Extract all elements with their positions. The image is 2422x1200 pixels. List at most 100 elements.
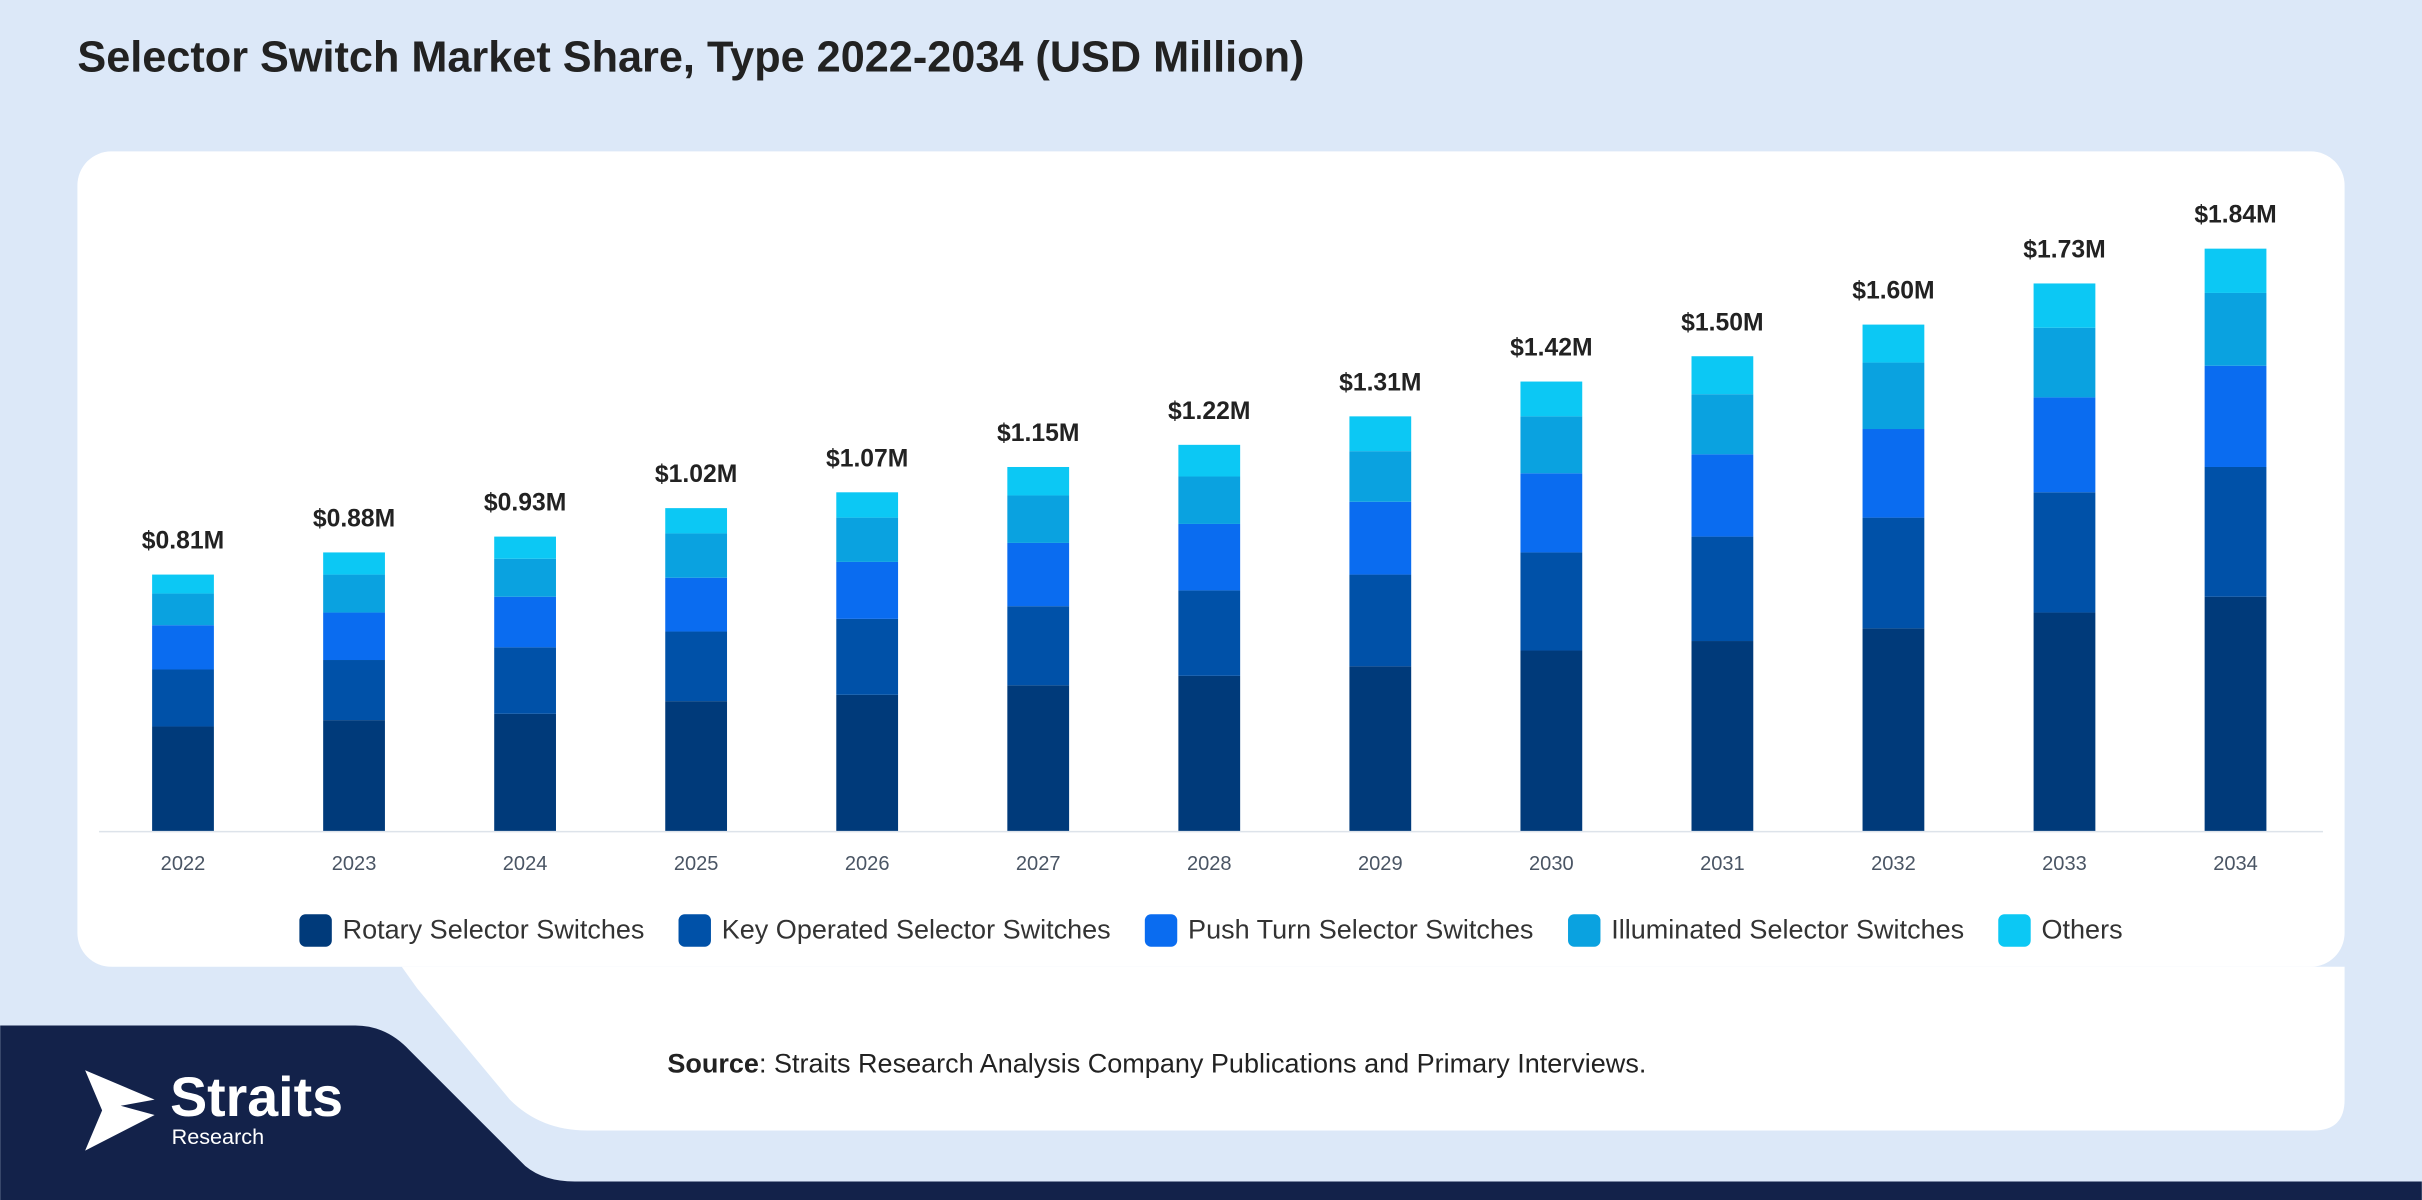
legend-label: Push Turn Selector Switches bbox=[1188, 914, 1533, 944]
total-label: $0.88M bbox=[313, 506, 395, 533]
x-tick-label: 2029 bbox=[1358, 853, 1403, 875]
x-tick-label: 2033 bbox=[2042, 853, 2087, 875]
x-tick-label: 2031 bbox=[1700, 853, 1745, 875]
bar-segment bbox=[1520, 416, 1583, 474]
bar-segment bbox=[2033, 283, 2096, 328]
source-card bbox=[401, 966, 2345, 1131]
logo-sub: Research bbox=[172, 1124, 264, 1149]
x-tick-label: 2028 bbox=[1187, 853, 1232, 875]
bar-segment bbox=[323, 660, 385, 721]
legend-label: Illuminated Selector Switches bbox=[1611, 914, 1964, 944]
bar-segment bbox=[1178, 590, 1241, 676]
source-text: : Straits Research Analysis Company Publ… bbox=[759, 1049, 1646, 1079]
bar-segment bbox=[1520, 552, 1583, 651]
logo-icon bbox=[85, 1070, 155, 1151]
bar-segment bbox=[1178, 523, 1241, 591]
bar-segment bbox=[323, 574, 385, 613]
source-note: Source: Straits Research Analysis Compan… bbox=[667, 1049, 1646, 1079]
bar-segment bbox=[1691, 356, 1754, 395]
bar-segment bbox=[152, 574, 214, 594]
bar-segment bbox=[836, 561, 899, 619]
bar-segment bbox=[323, 612, 385, 661]
total-label: $0.81M bbox=[142, 528, 224, 555]
x-tick-label: 2026 bbox=[845, 853, 890, 875]
bar-segment bbox=[836, 492, 899, 518]
bar-segment bbox=[1520, 650, 1583, 831]
legend-swatch bbox=[1998, 914, 2031, 947]
bar-segment bbox=[2033, 327, 2096, 398]
bar-segment bbox=[1178, 675, 1241, 831]
bar-segment bbox=[1007, 685, 1070, 831]
bar-segment bbox=[494, 647, 556, 714]
bar-segment bbox=[1691, 536, 1754, 642]
bar-segment bbox=[1349, 451, 1412, 502]
bar-segment bbox=[665, 533, 728, 578]
bar-segment bbox=[323, 552, 385, 575]
bar-segment bbox=[1349, 416, 1412, 452]
x-tick-label: 2022 bbox=[161, 853, 206, 875]
bar-segment bbox=[1178, 476, 1241, 524]
bar-segment bbox=[1520, 381, 1583, 417]
x-tick-label: 2025 bbox=[674, 853, 719, 875]
bar-segment bbox=[1691, 394, 1754, 455]
bar-segment bbox=[2204, 596, 2267, 831]
legend-label: Key Operated Selector Switches bbox=[722, 914, 1111, 944]
bar-segment bbox=[2204, 365, 2267, 467]
bar-segment bbox=[1520, 473, 1583, 553]
bar-segment bbox=[665, 508, 728, 534]
bar-segment bbox=[152, 593, 214, 626]
total-label: $0.93M bbox=[484, 490, 566, 517]
bar-segment bbox=[152, 625, 214, 670]
bar-segment bbox=[665, 631, 728, 702]
bar-segment bbox=[2204, 292, 2267, 366]
bar-segment bbox=[1862, 324, 1925, 363]
legend-swatch bbox=[299, 914, 332, 947]
bar-segment bbox=[1691, 454, 1754, 537]
x-tick-label: 2023 bbox=[332, 853, 377, 875]
bar-segment bbox=[2204, 248, 2267, 293]
total-label: $1.22M bbox=[1168, 398, 1250, 425]
legend-swatch bbox=[1568, 914, 1601, 947]
bar-segment bbox=[494, 713, 556, 831]
bar-segment bbox=[152, 669, 214, 727]
legend-swatch bbox=[678, 914, 711, 947]
total-label: $1.07M bbox=[826, 445, 908, 472]
bar-segment bbox=[1349, 666, 1412, 831]
total-label: $1.84M bbox=[2194, 202, 2276, 229]
bar-segment bbox=[1007, 542, 1070, 607]
bar-segment bbox=[494, 536, 556, 559]
bar-segment bbox=[1862, 429, 1925, 518]
bar-segment bbox=[1007, 606, 1070, 686]
total-label: $1.50M bbox=[1681, 309, 1763, 336]
x-tick-label: 2027 bbox=[1016, 853, 1061, 875]
bar-segment bbox=[2033, 397, 2096, 493]
bar-segment bbox=[1862, 517, 1925, 629]
footer-band bbox=[0, 1025, 2422, 1200]
bar-segment bbox=[494, 558, 556, 597]
bar-segment bbox=[2033, 612, 2096, 831]
bar-segment bbox=[836, 694, 899, 831]
total-label: $1.60M bbox=[1852, 278, 1934, 305]
bar-segment bbox=[836, 517, 899, 562]
bar-segment bbox=[1862, 628, 1925, 831]
chart-title: Selector Switch Market Share, Type 2022-… bbox=[77, 34, 1304, 82]
legend-label: Rotary Selector Switches bbox=[343, 914, 645, 944]
bar-segment bbox=[494, 596, 556, 648]
bar-segment bbox=[836, 618, 899, 695]
total-label: $1.02M bbox=[655, 461, 737, 488]
x-tick-label: 2024 bbox=[503, 853, 548, 875]
bar-segment bbox=[665, 701, 728, 831]
legend-swatch bbox=[1144, 914, 1178, 947]
bar-segment bbox=[1007, 495, 1070, 543]
bar-segment bbox=[1862, 362, 1925, 430]
bar-segment bbox=[1007, 466, 1070, 496]
bar-segment bbox=[1691, 641, 1754, 831]
legend-label: Others bbox=[2042, 914, 2123, 944]
x-tick-label: 2030 bbox=[1529, 853, 1574, 875]
logo-name: Straits bbox=[170, 1066, 343, 1128]
bar-segment bbox=[2033, 492, 2096, 613]
x-tick-label: 2032 bbox=[1871, 853, 1916, 875]
bar-segment bbox=[1349, 501, 1412, 575]
